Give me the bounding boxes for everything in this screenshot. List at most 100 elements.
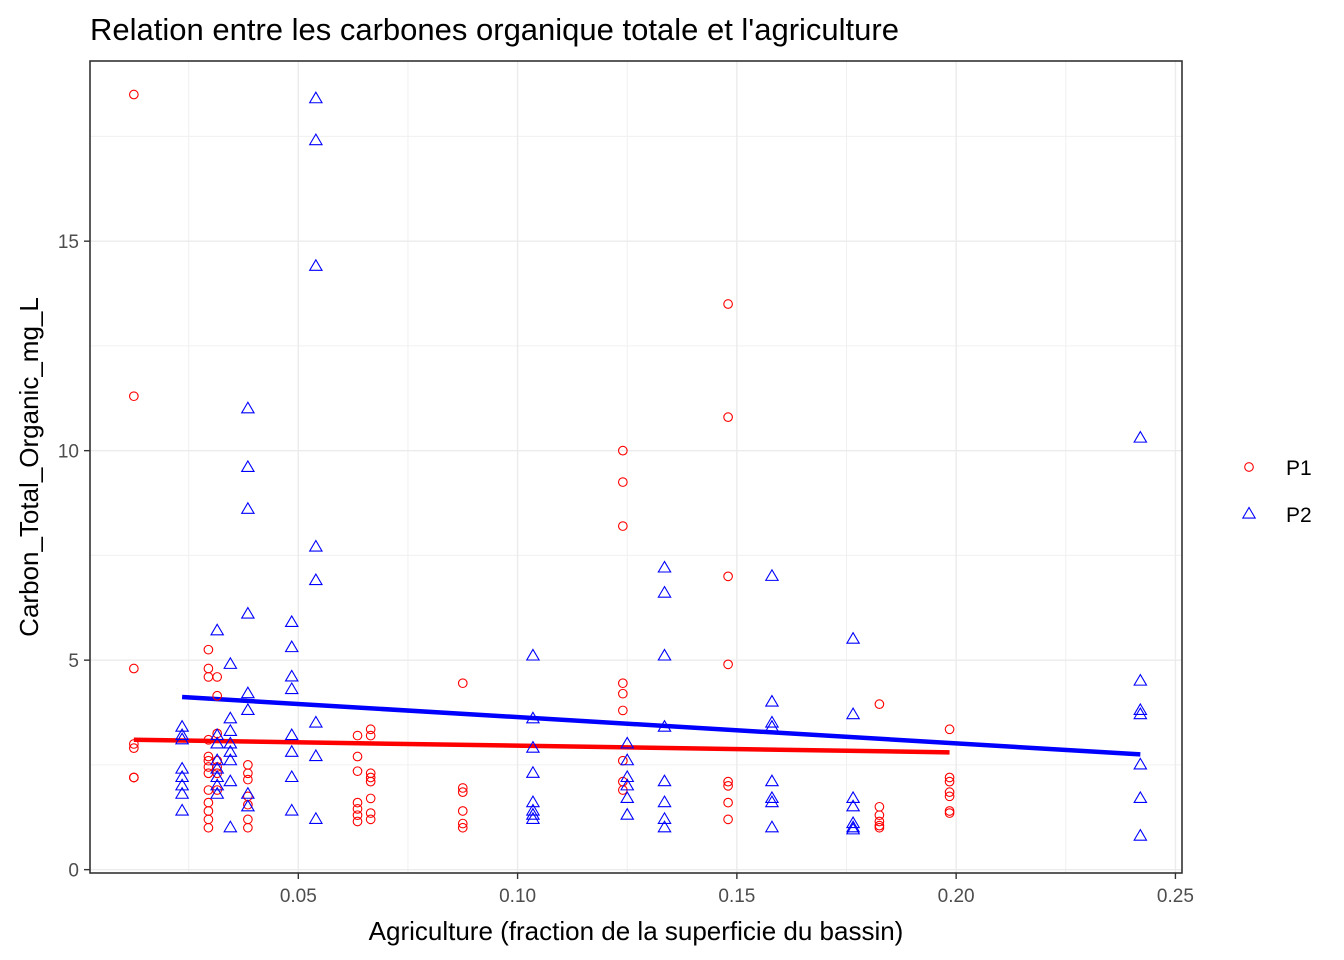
- data-point-p2: [764, 790, 780, 804]
- legend-label: P1: [1286, 457, 1312, 480]
- data-point-p1: [212, 672, 223, 682]
- data-point-p1: [723, 776, 733, 787]
- data-point-p1: [723, 814, 733, 825]
- legend-item-p2: P2: [1241, 504, 1312, 527]
- data-point-p2: [174, 761, 190, 774]
- data-point-p2: [223, 744, 238, 757]
- x-tick-label: 0.15: [718, 886, 755, 907]
- data-point-p2: [284, 639, 299, 653]
- data-point-p2: [525, 765, 541, 778]
- data-point-p1: [212, 690, 223, 701]
- data-point-p1: [352, 730, 363, 741]
- data-point-p2: [210, 736, 225, 749]
- data-point-p1: [365, 724, 376, 735]
- plot-panel: [89, 60, 1183, 874]
- data-point-p1: [129, 739, 139, 749]
- x-tick-label: 0.10: [499, 886, 536, 907]
- data-point-p1: [874, 816, 885, 827]
- data-point-p2: [308, 91, 323, 104]
- data-point-p2: [845, 815, 861, 829]
- data-point-p1: [457, 787, 468, 797]
- y-axis-title: Carbon_Total_Organic_mg_L: [14, 297, 44, 637]
- data-point-p1: [723, 571, 733, 582]
- data-point-p2: [174, 778, 190, 791]
- data-point-p1: [203, 822, 214, 833]
- data-point-p1: [617, 445, 628, 456]
- data-point-p2: [845, 707, 861, 720]
- data-point-p2: [525, 740, 541, 753]
- data-point-p2: [764, 820, 780, 833]
- data-point-p2: [620, 807, 635, 820]
- data-point-p2: [223, 820, 238, 833]
- data-point-p2: [764, 568, 780, 581]
- data-point-p1: [352, 797, 363, 808]
- data-point-p1: [874, 822, 885, 833]
- data-point-p2: [223, 774, 238, 787]
- data-point-p2: [525, 648, 541, 661]
- data-point-p2: [174, 719, 190, 732]
- data-point-p2: [620, 778, 635, 791]
- data-point-p2: [1133, 707, 1148, 720]
- y-tick-label: 15: [58, 232, 79, 253]
- data-point-p2: [210, 753, 225, 766]
- data-point-p2: [284, 614, 299, 628]
- data-points: [129, 89, 1148, 841]
- grid-major: [90, 61, 1182, 873]
- data-point-p1: [944, 724, 955, 735]
- data-point-p2: [223, 736, 238, 749]
- data-point-p1: [352, 766, 363, 777]
- data-point-p1: [129, 663, 139, 674]
- data-point-p1: [874, 810, 885, 821]
- data-point-p2: [240, 459, 256, 472]
- data-point-p1: [457, 806, 468, 816]
- data-point-p1: [944, 787, 955, 797]
- data-point-p2: [240, 501, 256, 514]
- data-point-p1: [617, 688, 628, 699]
- data-point-p2: [284, 669, 299, 682]
- data-point-p2: [240, 786, 256, 799]
- data-point-p2: [308, 715, 323, 728]
- data-point-p2: [240, 702, 256, 716]
- data-point-p2: [525, 711, 541, 724]
- data-point-p2: [174, 769, 190, 783]
- data-point-p2: [308, 258, 323, 271]
- data-point-p1: [944, 791, 955, 802]
- data-point-p2: [657, 774, 672, 787]
- data-point-p2: [223, 753, 238, 766]
- data-point-p2: [174, 727, 190, 741]
- grid-minor: [90, 61, 1182, 873]
- data-point-p1: [129, 89, 139, 100]
- x-axis-title: Agriculture (fraction de la superficie d…: [369, 916, 904, 946]
- panel-background: [90, 61, 1182, 873]
- data-point-p2: [223, 656, 238, 669]
- data-point-p2: [1133, 790, 1148, 804]
- data-point-p2: [308, 539, 323, 552]
- data-point-p2: [764, 694, 780, 707]
- data-point-p1: [723, 797, 733, 808]
- data-point-p2: [223, 723, 238, 736]
- data-point-p2: [1133, 828, 1148, 841]
- data-point-p2: [657, 795, 672, 808]
- data-point-p1: [457, 678, 468, 689]
- data-point-p1: [203, 751, 214, 762]
- data-point-p2: [845, 820, 861, 833]
- data-point-p1: [457, 783, 468, 793]
- data-point-p1: [874, 699, 885, 709]
- data-point-p1: [352, 810, 363, 821]
- data-point-p2: [174, 803, 190, 816]
- data-point-p1: [617, 678, 628, 689]
- data-point-p2: [657, 811, 672, 824]
- y-tick-label: 0: [68, 861, 79, 882]
- data-point-p2: [308, 133, 323, 146]
- data-point-p2: [284, 744, 299, 757]
- data-point-p2: [1133, 673, 1148, 686]
- data-point-p1: [723, 659, 733, 670]
- data-point-p1: [723, 781, 733, 791]
- data-point-p2: [525, 795, 541, 808]
- data-point-p1: [365, 730, 376, 741]
- data-point-p2: [210, 727, 225, 741]
- data-point-p2: [845, 790, 861, 804]
- data-point-p1: [243, 768, 253, 779]
- data-point-p1: [243, 822, 253, 833]
